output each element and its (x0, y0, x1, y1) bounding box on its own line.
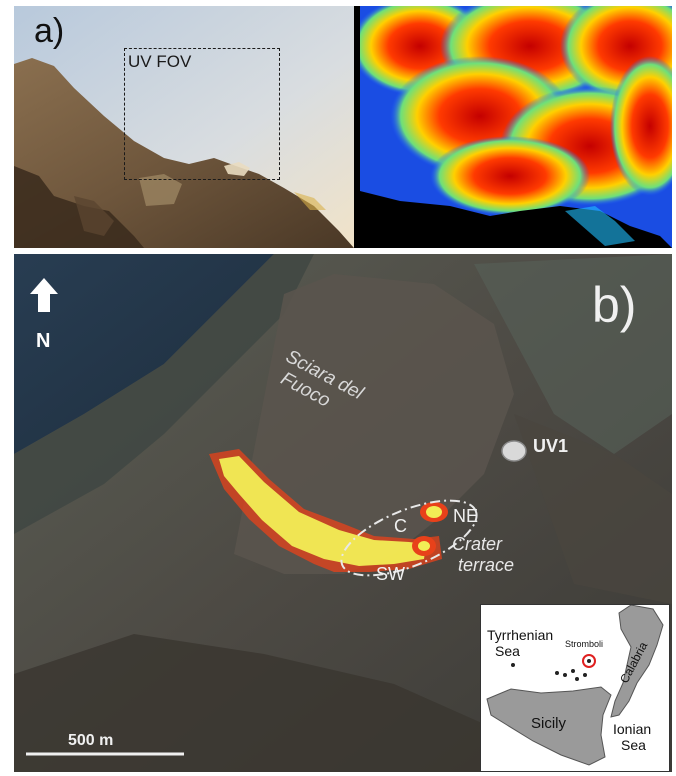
tyrrhenian-line-2: Sea (495, 643, 520, 659)
scale-label: 500 m (68, 732, 114, 749)
vent-sw-label: SW (376, 564, 405, 584)
uv-fov-label: UV FOV (128, 52, 192, 71)
tyrrhenian-sea-label: Tyrrhenian Sea (487, 627, 553, 659)
vent-c-label: C (394, 516, 407, 536)
crater-terrace-label: Crater terrace (452, 534, 514, 576)
ionian-line-2: Sea (621, 737, 646, 753)
sicily-label: Sicily (531, 715, 567, 732)
uv1-label: UV1 (533, 436, 569, 456)
uv-fov-box (124, 48, 280, 180)
thermal-anomaly (209, 449, 448, 572)
calabria-landmass (610, 605, 664, 718)
ionian-sea-label: Ionian Sea (613, 721, 651, 753)
sicily-landmass (486, 686, 612, 766)
stromboli-marker (582, 654, 596, 668)
uv-camera-image (360, 6, 672, 248)
aeolian-islands (511, 663, 587, 681)
panel-b: N b) Sciara del Fuoco UV1 C NE SW Crater… (14, 254, 672, 772)
location-inset-map: Tyrrhenian Sea Stromboli Calabria Sicily… (480, 604, 670, 772)
panel-a-label: a) (34, 12, 65, 50)
uv1-station-marker (501, 440, 527, 462)
crater-line-2: terrace (458, 555, 515, 575)
panel-a: UV FOV a) (14, 6, 672, 248)
vent-ne-label: NE (453, 506, 479, 526)
crater-terrace-outline (340, 499, 478, 577)
north-label: N (36, 330, 51, 352)
visible-camera-photo: UV FOV a) (14, 6, 354, 248)
stromboli-label: Stromboli (565, 639, 604, 649)
tyrrhenian-line-1: Tyrrhenian (487, 627, 554, 643)
crater-line-1: Crater (452, 534, 503, 554)
ionian-line-1: Ionian (613, 721, 652, 737)
north-arrow-icon (30, 278, 58, 312)
panel-b-label: b) (592, 277, 637, 333)
